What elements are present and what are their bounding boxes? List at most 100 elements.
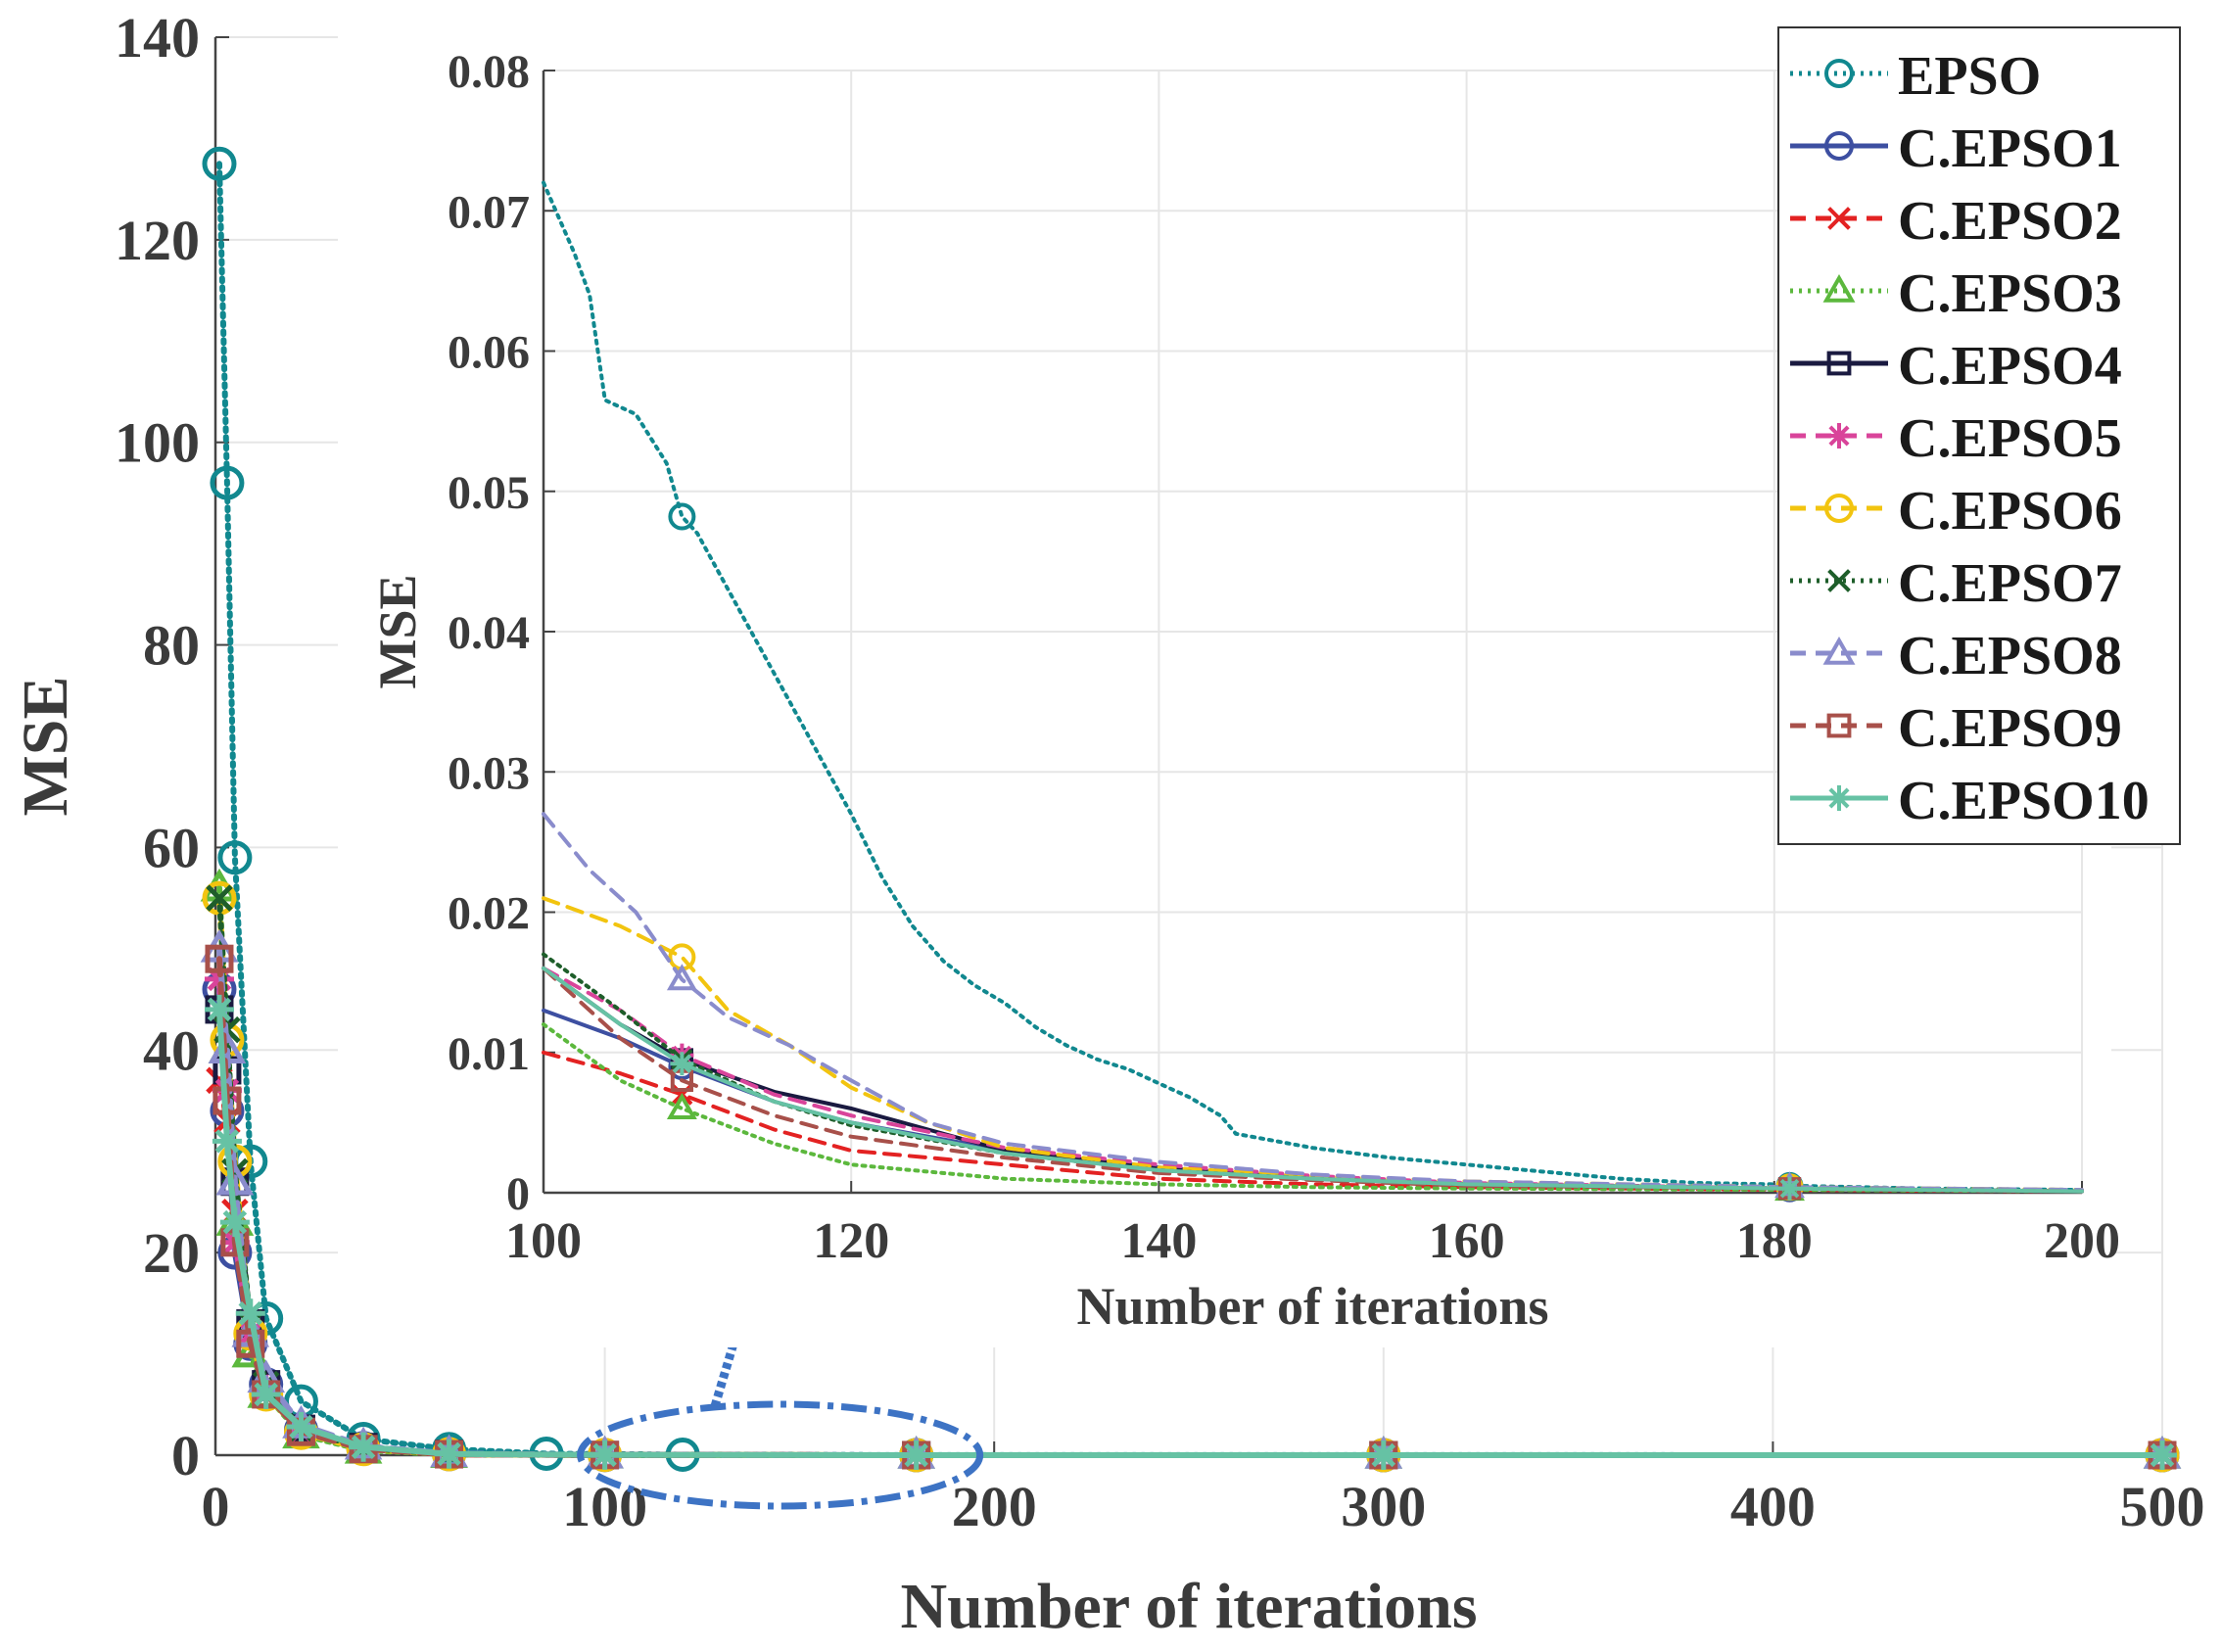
inset-y-tick-label: 0.01	[448, 1028, 530, 1080]
main-data-point	[235, 1298, 265, 1329]
legend-label: EPSO	[1898, 46, 2041, 107]
main-x-tick-label: 500	[2120, 1475, 2205, 1538]
inset-series-line	[542, 1022, 2084, 1194]
inset-y-tick-label: 0	[506, 1168, 530, 1220]
legend: EPSO C.EPSO1 C.EPSO2 C.EPSO3 C.EPSO4 C.EPSO5 C…	[1777, 26, 2181, 845]
inset-data-point	[668, 502, 696, 531]
inset-x-tick-label: 140	[1120, 1213, 1197, 1269]
legend-label: C.EPSO9	[1898, 698, 2122, 759]
inset-y-tick-label: 0.02	[448, 888, 530, 940]
legend-entry-C.EPSO3: C.EPSO3	[1790, 263, 2122, 324]
main-data-point	[434, 1439, 464, 1469]
legend-marker-sample	[1824, 59, 1854, 88]
inset-y-tick-label: 0.08	[448, 46, 530, 98]
main-data-point	[202, 146, 237, 181]
main-data-point	[236, 1329, 265, 1358]
legend-label: C.EPSO7	[1898, 553, 2122, 614]
main-x-axis-label: Number of iterations	[900, 1571, 1477, 1642]
legend-entry-C.EPSO1: C.EPSO1	[1790, 118, 2122, 179]
inset-y-tick-label: 0.03	[448, 747, 530, 799]
legend-entry-C.EPSO4: C.EPSO4	[1790, 336, 2122, 397]
main-data-point	[210, 465, 245, 500]
legend-marker-sample	[1824, 131, 1854, 161]
main-data-point	[1368, 1440, 1398, 1470]
main-data-point	[205, 944, 234, 973]
main-data-point	[349, 1432, 379, 1462]
main-x-tick-label: 200	[952, 1475, 1037, 1538]
main-x-tick-label: 100	[562, 1475, 647, 1538]
legend-label: C.EPSO6	[1898, 481, 2122, 542]
legend-marker-sample	[1826, 351, 1852, 376]
inset-x-tick-label: 160	[1429, 1213, 1505, 1269]
inset-data-point	[670, 1052, 694, 1076]
legend-marker-sample	[1822, 273, 1856, 303]
main-x-tick-label: 0	[202, 1475, 230, 1538]
main-data-point	[202, 880, 237, 916]
inset-y-tick-label: 0.06	[448, 327, 530, 379]
main-data-point	[2148, 1440, 2177, 1470]
legend-entry-EPSO: EPSO	[1790, 46, 2041, 107]
inset-x-axis-label: Number of iterations	[1077, 1277, 1549, 1336]
legend-entry-C.EPSO5: C.EPSO5	[1790, 408, 2122, 469]
inset-series-line	[542, 966, 2084, 1194]
main-series-C.EPSO10	[204, 994, 2177, 1470]
legend-entry-C.EPSO9: C.EPSO9	[1790, 698, 2122, 759]
main-x-tick-label: 400	[1730, 1475, 1816, 1538]
inset-y-tick-label: 0.04	[448, 607, 530, 659]
inset-data-point	[666, 1093, 697, 1120]
legend-marker-sample	[1827, 207, 1851, 230]
main-data-point	[212, 1126, 242, 1156]
main-data-point	[217, 840, 253, 875]
inset-x-tick-label: 120	[813, 1213, 889, 1269]
main-data-point	[901, 1440, 931, 1470]
legend-label: C.EPSO5	[1898, 408, 2122, 469]
main-data-point	[206, 884, 233, 912]
main-y-tick-label: 140	[115, 6, 200, 70]
legend-marker-sample	[1824, 494, 1854, 523]
main-data-point	[590, 1440, 620, 1470]
legend-label: C.EPSO2	[1898, 191, 2122, 252]
legend-marker-sample	[1826, 785, 1852, 811]
legend-label: C.EPSO3	[1898, 263, 2122, 324]
main-y-tick-label: 80	[143, 614, 200, 678]
main-y-tick-label: 100	[115, 411, 200, 475]
legend-label: C.EPSO4	[1898, 336, 2122, 397]
main-data-point	[251, 1379, 281, 1409]
main-data-point	[286, 1412, 316, 1442]
inset-y-tick-label: 0.05	[448, 467, 530, 519]
inset-x-tick-label: 200	[2044, 1213, 2120, 1269]
main-y-tick-label: 40	[143, 1018, 200, 1082]
inset-y-axis-label: MSE	[368, 574, 427, 688]
main-y-tick-label: 20	[143, 1221, 200, 1285]
inset-series-C.EPSO10	[542, 966, 2084, 1201]
legend-marker-sample	[1827, 569, 1851, 592]
legend-marker-sample	[1822, 636, 1856, 665]
legend-entry-C.EPSO10: C.EPSO10	[1790, 771, 2150, 831]
main-y-tick-label: 0	[171, 1424, 200, 1487]
legend-entry-C.EPSO6: C.EPSO6	[1790, 481, 2122, 542]
legend-entry-C.EPSO7: C.EPSO7	[1790, 553, 2122, 614]
legend-marker-sample	[1826, 423, 1852, 448]
legend-entry-C.EPSO8: C.EPSO8	[1790, 626, 2122, 686]
inset-x-tick-label: 100	[505, 1213, 582, 1269]
main-y-axis-label: MSE	[10, 676, 81, 816]
inset-y-tick-label: 0.07	[448, 186, 530, 238]
inset-series-line	[542, 180, 2084, 1193]
inset-x-tick-label: 180	[1736, 1213, 1813, 1269]
main-data-point	[204, 994, 234, 1024]
main-y-tick-label: 60	[143, 816, 200, 879]
inset-data-point	[1777, 1176, 1802, 1201]
legend-label: C.EPSO8	[1898, 626, 2122, 686]
inset-data-point	[666, 964, 697, 991]
legend-label: C.EPSO1	[1898, 118, 2122, 179]
main-y-tick-label: 120	[115, 209, 200, 272]
zoom-ellipse	[577, 1400, 984, 1510]
legend-label: C.EPSO10	[1898, 771, 2150, 831]
main-x-tick-label: 300	[1341, 1475, 1426, 1538]
main-data-point	[219, 1207, 250, 1238]
inset-series-line	[542, 812, 2084, 1193]
legend-marker-sample	[1826, 713, 1852, 738]
legend-entry-C.EPSO2: C.EPSO2	[1790, 191, 2122, 252]
